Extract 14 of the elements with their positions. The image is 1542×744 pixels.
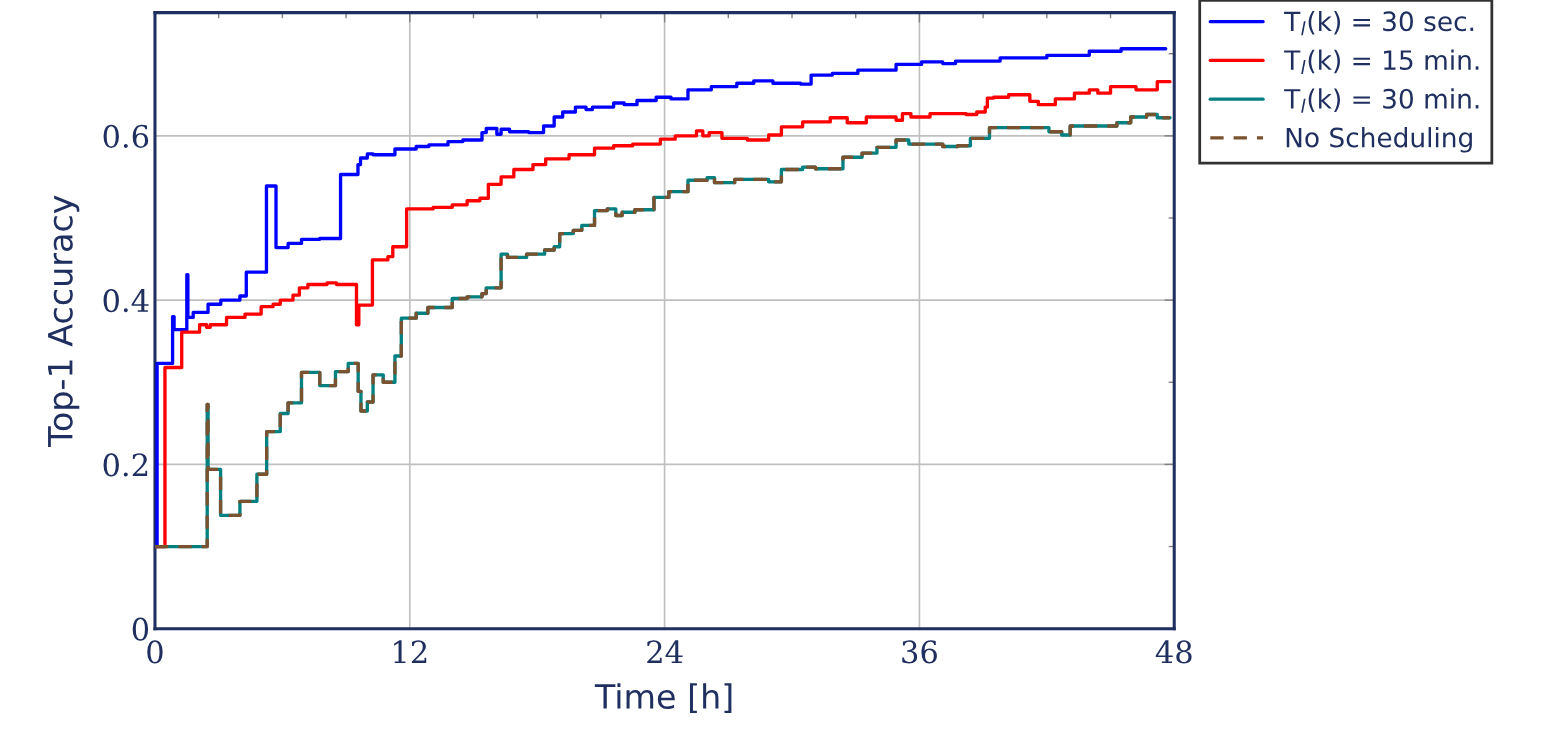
y-tick-label: 0.4 [103, 289, 149, 313]
x-tick-label: 36 [902, 640, 937, 664]
x-tick-label: 24 [647, 640, 683, 664]
y-tick-label: 0 [132, 617, 149, 641]
x-tick-label: 48 [1155, 640, 1192, 664]
x-axis-title: Time [h] [594, 683, 732, 713]
legend-label: No Scheduling [1286, 127, 1472, 153]
y-tick-label: 0.6 [103, 124, 149, 148]
legend-label: T$_{l}$(k) = 30 sec. [1284, 10, 1474, 36]
x-tick-label: 12 [394, 640, 427, 664]
y-axis-title: Top-1 Accuracy [48, 195, 80, 447]
legend-label: T$_{l}$(k) = 15 min. [1284, 49, 1479, 74]
y-tick-label: 0.2 [103, 453, 148, 477]
legend-label: T$_{l}$(k) = 30 min. [1284, 88, 1479, 113]
